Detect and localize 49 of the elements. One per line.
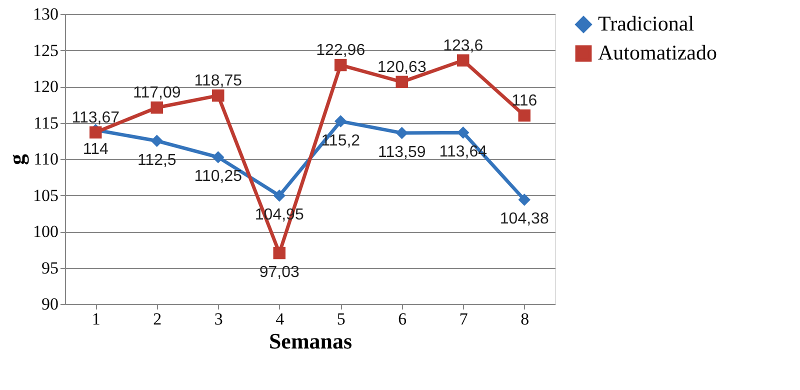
y-axis-title: g (4, 154, 29, 165)
legend-label: Tradicional (598, 12, 694, 36)
y-tick-label: 95 (42, 258, 58, 278)
x-tick-label: 1 (92, 310, 100, 328)
point (334, 115, 347, 128)
point (90, 126, 102, 139)
x-tick-label: 4 (276, 310, 285, 328)
data-label: 112,5 (137, 152, 176, 169)
data-label: 117,09 (133, 84, 181, 102)
x-tick-label: 7 (459, 310, 468, 328)
point (396, 126, 408, 140)
data-label: 104,38 (500, 210, 549, 228)
x-axis-title: Semanas (268, 328, 352, 354)
legend-label: Automatizado (598, 40, 717, 64)
point (273, 189, 286, 202)
y-tick-label: 90 (42, 294, 58, 314)
data-label: 114 (82, 141, 108, 158)
point (334, 58, 347, 72)
point (150, 134, 163, 147)
point (273, 246, 286, 260)
point (150, 101, 163, 114)
y-tick-label: 130 (33, 4, 58, 24)
data-label: 122,96 (316, 42, 366, 60)
y-tick-label: 125 (33, 40, 58, 60)
x-tick-label: 6 (398, 310, 407, 328)
point (396, 76, 408, 88)
data-label: 116 (512, 92, 538, 110)
point (212, 89, 224, 102)
y-tick-label: 120 (33, 77, 58, 96)
point (518, 109, 530, 122)
data-label: 113,59 (378, 144, 426, 161)
data-label: 110,25 (194, 168, 242, 186)
data-label: 97,03 (259, 264, 300, 282)
y-tick-label: 100 (33, 222, 58, 241)
point (518, 194, 530, 206)
x-tick-label: 3 (214, 310, 223, 328)
x-tick-label: 2 (153, 310, 162, 328)
point (212, 151, 224, 164)
data-label: 118,75 (194, 72, 242, 90)
y-tick-label: 110 (34, 150, 58, 168)
point (457, 126, 470, 139)
y-tick-label: 115 (34, 113, 58, 132)
data-label: 120,63 (377, 58, 426, 76)
data-label: 123,6 (443, 37, 484, 54)
y-tick-label: 105 (33, 186, 58, 205)
x-tick-label: 5 (336, 310, 346, 328)
x-tick-label: 8 (520, 310, 530, 328)
data-label: 113,67 (72, 109, 120, 126)
point (457, 54, 470, 67)
